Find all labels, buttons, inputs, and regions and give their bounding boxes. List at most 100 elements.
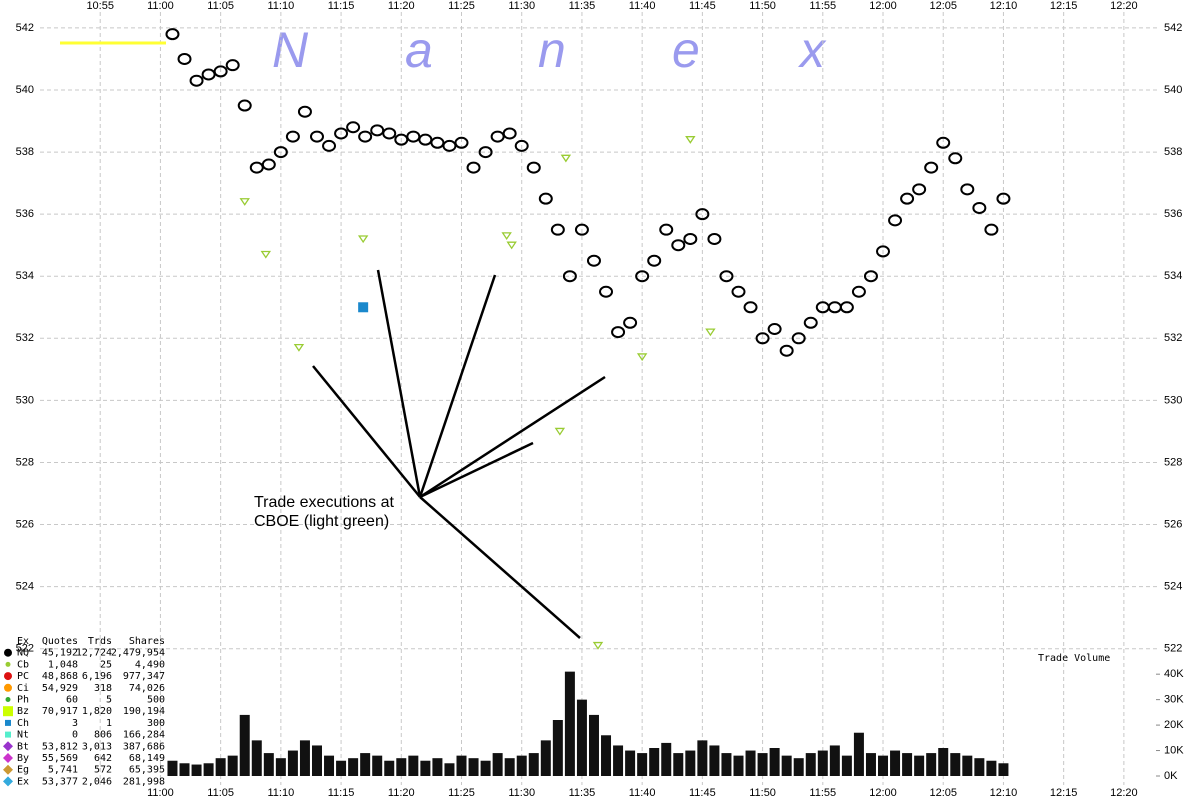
- legend-marker: [5, 731, 11, 738]
- price-point: [418, 133, 433, 146]
- price-point: [791, 332, 806, 345]
- price-point: [490, 130, 505, 143]
- price-point: [731, 285, 746, 298]
- x-tick-label: 11:30: [508, 0, 535, 12]
- volume-bar: [661, 742, 672, 776]
- volume-bar: [336, 760, 347, 776]
- price-point: [514, 139, 529, 152]
- price-point: [189, 74, 204, 87]
- x-tick-label: 11:10: [268, 0, 295, 12]
- legend-marker: [3, 753, 13, 763]
- volume-bar: [709, 745, 720, 776]
- price-point: [719, 270, 734, 283]
- volume-bar: [890, 750, 901, 776]
- price-point: [213, 65, 228, 78]
- y-tick-label: 538: [1164, 146, 1182, 158]
- y-tick-label: 530: [16, 394, 34, 406]
- table-cell: By: [17, 753, 29, 764]
- price-point: [370, 124, 385, 137]
- volume-bar: [287, 750, 298, 776]
- x-tick-label: 12:05: [929, 0, 957, 12]
- price-point: [851, 285, 866, 298]
- trade-point: [705, 328, 716, 337]
- x-tick-label: 11:00: [147, 787, 174, 799]
- y-tick-label: 530: [1164, 394, 1182, 406]
- price-point: [358, 130, 373, 143]
- price-point: [707, 232, 722, 245]
- table-cell: 5,741: [48, 765, 78, 776]
- price-point: [574, 223, 589, 236]
- volume-bar: [986, 760, 997, 776]
- x-tick-label: 11:05: [207, 787, 234, 799]
- volume-bar: [191, 764, 202, 776]
- x-tick-label: 12:20: [1110, 0, 1138, 12]
- table-header: Ex: [17, 636, 29, 647]
- volume-bar: [817, 750, 828, 776]
- volume-bar: [950, 753, 961, 776]
- volume-bar: [432, 758, 443, 776]
- legend-marker: [5, 697, 11, 702]
- volume-bar: [721, 753, 732, 776]
- y-tick-label: 10K: [1164, 744, 1184, 756]
- legend-marker: [3, 706, 13, 717]
- trade-point: [239, 198, 250, 206]
- volume-bar: [227, 755, 238, 776]
- volume-bar: [576, 699, 587, 776]
- price-point: [743, 301, 758, 314]
- volume-bar: [697, 740, 708, 776]
- volume-bar: [637, 753, 648, 776]
- volume-bar: [685, 750, 696, 776]
- table-cell: Ph: [17, 695, 29, 706]
- table-cell: PC: [17, 671, 29, 682]
- trade-point: [260, 250, 272, 259]
- price-point: [924, 161, 939, 174]
- x-tick-label: 11:35: [569, 0, 596, 12]
- plot-layer: 10:55 11:00 11:05 11:10 11:15 11:20 11:25 11:30…: [3, 0, 1184, 799]
- watermark-letter: x: [798, 22, 827, 78]
- trade-point: [358, 302, 369, 313]
- table-cell: 1: [106, 718, 112, 729]
- table-cell: 0: [72, 730, 78, 741]
- price-point: [623, 316, 638, 329]
- y-tick-label: 0K: [1164, 770, 1178, 782]
- price-point: [647, 254, 662, 267]
- price-point: [502, 127, 517, 140]
- price-point: [803, 316, 818, 329]
- table-cell: 281,998: [123, 776, 165, 787]
- y-tick-label: 534: [16, 270, 34, 282]
- table-cell: Ch: [17, 718, 29, 729]
- volume-bar: [757, 753, 768, 776]
- table-cell: 55,569: [42, 753, 78, 764]
- price-point: [984, 223, 999, 236]
- price-point: [936, 136, 951, 149]
- volume-bar: [914, 755, 925, 776]
- trade-point: [357, 235, 369, 244]
- table-cell: 3,013: [82, 741, 112, 752]
- price-point: [611, 326, 626, 339]
- x-tick-label: 11:35: [569, 787, 596, 799]
- table-cell: 4,490: [135, 659, 165, 670]
- table-cell: NQ: [17, 648, 29, 659]
- volume-bar: [492, 753, 503, 776]
- table-cell: 60: [66, 695, 78, 706]
- table-cell: 166,284: [123, 730, 165, 741]
- y-tick-label: 526: [16, 518, 34, 530]
- annotation: CBOE (light green): [254, 513, 389, 530]
- volume-bar: [203, 763, 214, 776]
- x-tick-label: 12:20: [1110, 787, 1138, 799]
- table-cell: Ci: [17, 683, 29, 694]
- x-tick-label: 11:25: [448, 0, 475, 12]
- x-tick-label: 11:50: [749, 0, 776, 12]
- table-cell: Bz: [17, 706, 29, 717]
- volume-bar: [239, 714, 250, 776]
- table-cell: 977,347: [123, 671, 165, 682]
- table-cell: 2,046: [82, 776, 112, 787]
- volume-bar: [733, 755, 744, 776]
- table-cell: 53,812: [42, 741, 78, 752]
- table-cell: 1,820: [82, 706, 112, 717]
- y-tick-label: 534: [1164, 270, 1182, 282]
- volume-bar: [372, 755, 383, 776]
- table-cell: Nt: [17, 730, 29, 741]
- legend-marker: [3, 764, 13, 775]
